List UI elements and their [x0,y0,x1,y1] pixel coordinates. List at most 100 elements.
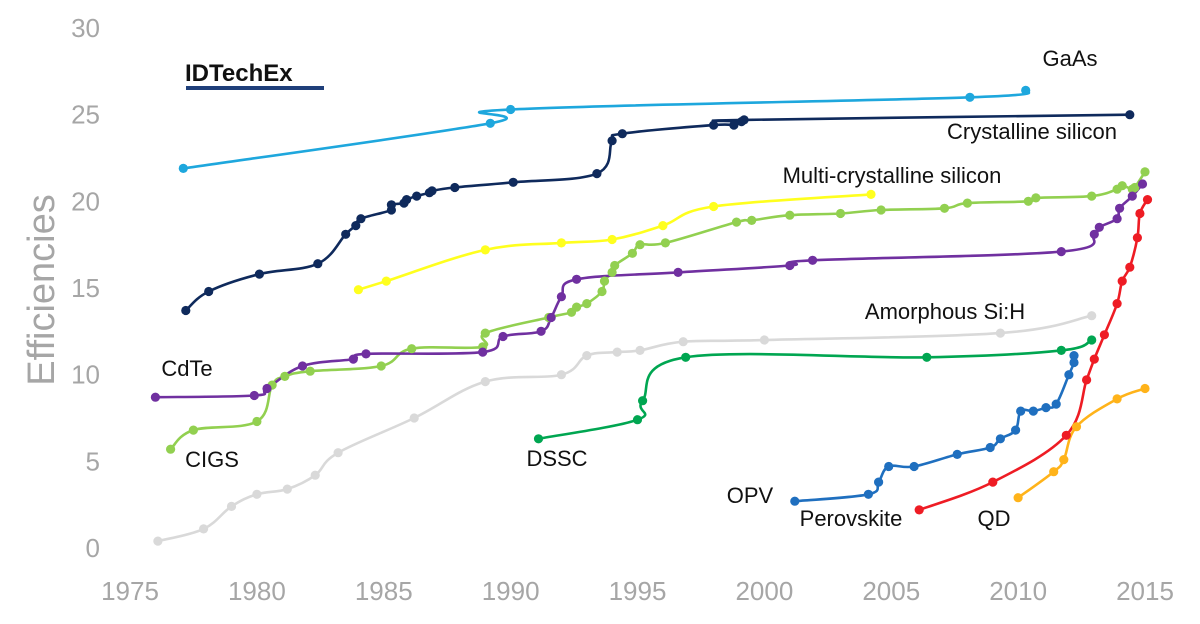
data-point-cigs [407,344,417,354]
data-point-perovskite [914,505,924,515]
data-point-dssc [638,396,648,406]
data-point-crystalline-silicon [739,115,749,125]
series-label-cdte: CdTe [161,356,212,381]
y-axis-title: Efficiencies [21,194,63,386]
data-point-qd [1071,422,1082,432]
data-point-opv [790,496,800,506]
data-point-cdte [1089,229,1099,239]
data-point-cdte [546,312,556,323]
data-point-multi-crystalline-silicon [381,276,391,286]
x-tick-label: 1990 [482,576,540,606]
x-tick-label: 2015 [1116,576,1174,606]
series-label-dssc: DSSC [526,446,587,471]
data-point-gaas [506,104,516,115]
data-point-cigs [1023,196,1033,206]
data-point-cigs [252,416,262,427]
data-point-cigs [582,299,592,309]
series-line-opv [794,355,1076,503]
data-point-opv [985,442,995,453]
data-point-qd [1013,493,1023,503]
data-point-cdte [150,392,160,402]
data-point-cigs [939,203,950,213]
data-point-perovskite [1132,233,1142,243]
data-point-cigs [635,240,645,250]
data-point-crystalline-silicon [254,269,264,279]
x-tick-label: 2010 [989,576,1047,606]
data-point-cigs [599,276,610,286]
data-point-cigs [1031,193,1041,203]
data-point-dssc [533,434,544,444]
data-point-amorphous-si-h [612,347,622,357]
data-point-perovskite [1125,262,1135,272]
data-point-cigs [610,260,620,271]
series-label-qd: QD [978,506,1011,531]
data-point-crystalline-silicon [729,120,739,130]
data-point-cdte [572,274,582,284]
data-point-cigs [166,444,176,454]
x-tick-label: 2000 [735,576,793,606]
data-point-cigs [376,361,386,371]
data-point-opv [1011,425,1021,435]
data-point-cigs [480,328,490,338]
data-point-amorphous-si-h [995,328,1006,338]
data-point-cdte [361,349,371,359]
data-point-cdte [1137,179,1148,189]
series-label-crystalline-silicon: Crystalline silicon [947,119,1117,144]
data-point-opv [884,461,894,472]
x-tick-label: 1975 [101,576,159,606]
data-point-crystalline-silicon [508,177,518,187]
data-point-cdte [498,331,508,342]
y-tick-label: 5 [86,446,100,476]
data-point-cdte [1056,247,1066,257]
data-point-amorphous-si-h [252,489,262,499]
data-point-opv [863,489,874,499]
x-tick-label: 1995 [609,576,667,606]
data-point-cdte [262,383,272,394]
data-point-amorphous-si-h [759,335,770,345]
data-point-opv [874,477,884,487]
brand-text: IDTechEx [185,60,293,87]
data-point-cdte [478,347,488,357]
y-tick-label: 0 [86,533,100,563]
data-point-qd [1049,467,1059,477]
data-point-perovskite [1089,354,1099,364]
data-point-amorphous-si-h [226,501,237,511]
data-point-amorphous-si-h [282,484,292,494]
data-point-dssc [1087,335,1097,345]
data-point-crystalline-silicon [1125,110,1135,120]
data-point-crystalline-silicon [592,169,602,179]
data-point-opv [909,461,919,472]
series-label-multi-crystalline-silicon: Multi-crystalline silicon [783,163,1002,188]
data-point-dssc [681,352,691,362]
data-point-amorphous-si-h [480,377,490,387]
data-point-cigs [280,371,290,381]
brand-logo: IDTechEx [185,60,324,90]
data-point-multi-crystalline-silicon [480,245,490,255]
data-point-crystalline-silicon [450,182,460,193]
data-point-perovskite [1112,299,1122,309]
data-point-multi-crystalline-silicon [866,189,876,199]
data-point-perovskite [1117,276,1127,286]
data-point-opv [1069,351,1079,361]
data-point-qd [1059,455,1069,465]
data-point-amorphous-si-h [199,524,209,534]
data-point-multi-crystalline-silicon [709,201,719,212]
data-point-cdte [536,326,546,336]
data-point-amorphous-si-h [333,448,343,458]
data-point-cigs [785,210,795,220]
data-point-perovskite [988,477,998,487]
data-point-perovskite [1061,430,1071,440]
y-axis-title-group: Efficiencies [21,194,63,386]
data-point-perovskite [1082,375,1092,385]
data-point-cigs [627,248,638,258]
data-point-amorphous-si-h [153,536,163,546]
data-point-dssc [632,415,643,425]
data-point-cdte [348,354,358,364]
data-point-crystalline-silicon [204,286,214,297]
series-label-amorphous-si-h: Amorphous Si:H [865,299,1025,324]
data-point-amorphous-si-h [556,370,567,380]
data-point-amorphous-si-h [635,345,645,355]
data-point-perovskite [1099,330,1109,340]
data-point-perovskite [1142,195,1153,205]
